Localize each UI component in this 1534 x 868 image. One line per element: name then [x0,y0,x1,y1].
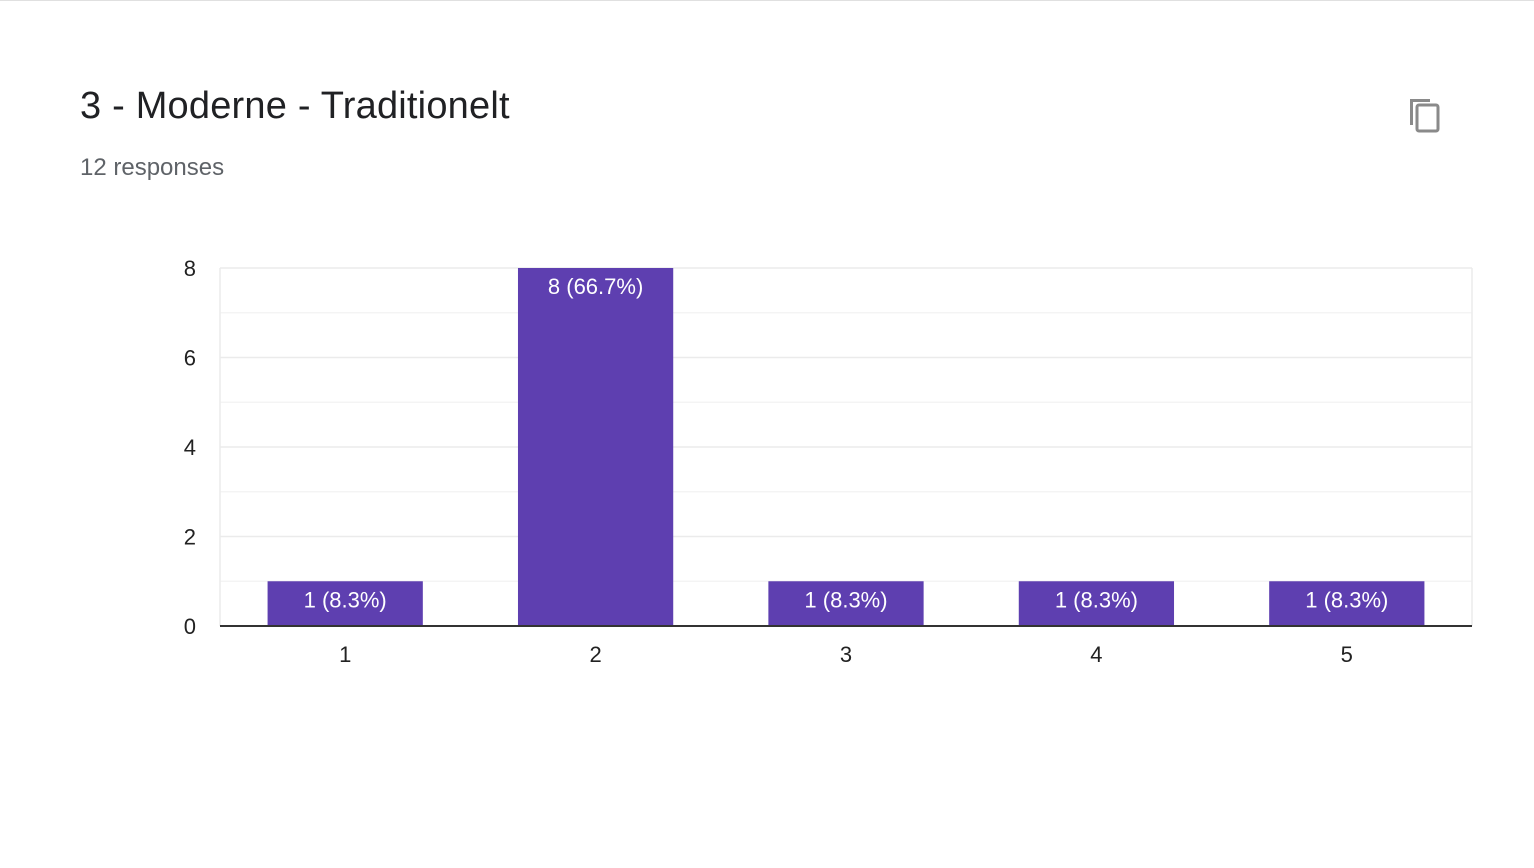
chart-title: 3 - Moderne - Traditionelt [80,85,510,127]
bar[interactable] [1018,581,1175,626]
x-tick-label: 2 [589,642,601,667]
response-count: 12 responses [80,154,225,181]
x-tick-label: 3 [840,642,852,667]
bar-data-label: 1 (8.3%) [1305,587,1388,612]
copy-icon [1406,95,1442,135]
bar-data-label: 1 (8.3%) [1055,587,1138,612]
copy-chart-button[interactable] [1398,89,1450,141]
bar-data-label: 8 (66.7%) [548,274,643,299]
bar-data-label: 1 (8.3%) [804,587,887,612]
y-tick-label: 6 [184,346,196,371]
x-tick-label: 5 [1341,642,1353,667]
x-tick-label: 1 [339,642,351,667]
y-tick-label: 8 [184,256,196,281]
y-tick-label: 4 [184,435,196,460]
bar-data-label: 1 (8.3%) [304,587,387,612]
y-tick-label: 2 [184,525,196,550]
bar[interactable] [267,581,423,626]
bar[interactable] [1269,581,1425,626]
bar[interactable] [517,268,674,626]
y-tick-label: 0 [184,614,196,639]
x-tick-label: 4 [1090,642,1102,667]
bar[interactable] [768,581,924,626]
